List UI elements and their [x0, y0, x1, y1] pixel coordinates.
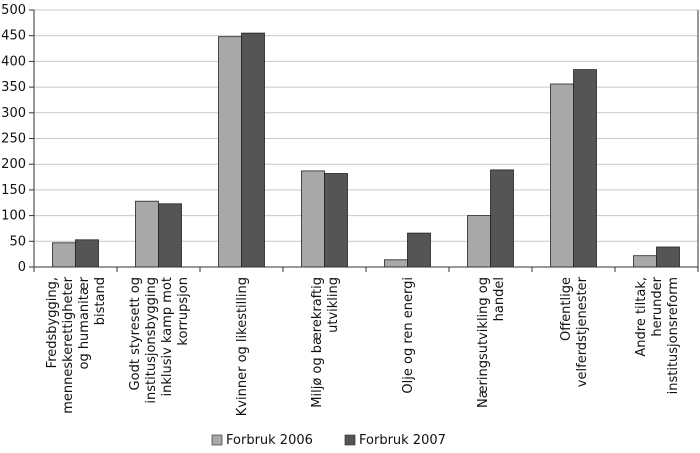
legend-label: Forbruk 2007 [359, 433, 446, 448]
bar-1 [550, 83, 574, 268]
bar-2 [656, 246, 680, 268]
bar-2 [407, 232, 431, 268]
y-tick-label: 350 [1, 80, 26, 95]
x-category-label-line: bistand [93, 277, 108, 325]
legend-swatch [211, 434, 223, 446]
x-category-label-line: Offentlige [559, 277, 574, 341]
x-category-label: Andre tiltak, herunder institusjonsreform [634, 276, 681, 394]
x-category-label: Offentlige velferdstjenester [559, 276, 590, 387]
y-tick-label: 400 [1, 54, 26, 69]
y-tick-label: 50 [9, 234, 26, 249]
legend-swatch [344, 434, 356, 446]
x-category-label-line: institusjonsbygging [144, 277, 159, 404]
bar-2 [158, 203, 182, 268]
x-category-label: Godt styresett og institusjonsbygging inkl… [128, 277, 191, 404]
bar-1 [218, 36, 242, 268]
x-category-label: Fredsbygging, menneskerettigheter og human… [45, 276, 108, 413]
y-tick-label: 250 [1, 132, 26, 147]
x-category-label-line: Andre tiltak, [634, 277, 649, 357]
y-tick-labels: 0 50 100 150 200 250 300 350 400 450 500 [1, 3, 26, 275]
y-tick-label: 200 [1, 157, 26, 172]
x-category-label-line: inklusiv kamp mot [160, 277, 175, 396]
bar-1 [633, 255, 657, 268]
x-category-label-line: herunder [650, 276, 665, 336]
x-category-label: Olje og ren energi [401, 277, 416, 394]
x-category-label-line: utvikling [326, 277, 341, 333]
x-category-label-line: og humanitær [77, 276, 92, 369]
bar-1 [52, 242, 76, 268]
y-tick-label: 0 [18, 260, 26, 275]
bar-2 [324, 173, 348, 268]
x-category-label: Kvinner og likestilling [235, 277, 250, 416]
x-category-label-line: Olje og ren energi [401, 277, 416, 394]
bar-2 [75, 239, 99, 268]
y-tick-label: 500 [1, 3, 26, 18]
x-category-labels: Fredsbygging, menneskerettigheter og human… [45, 276, 681, 416]
y-tick-label: 100 [1, 209, 26, 224]
y-tick-label: 450 [1, 29, 26, 44]
bar-1 [467, 215, 491, 268]
x-category-label: Miljø og bærekraftig utvikling [310, 277, 341, 408]
bar-2 [490, 169, 514, 268]
bar-2 [573, 69, 597, 268]
x-category-label-line: Miljø og bærekraftig [310, 277, 325, 408]
legend: Forbruk 2006 Forbruk 2007 [211, 433, 446, 448]
bars [52, 32, 680, 268]
bar-1 [135, 200, 159, 268]
legend-label: Forbruk 2006 [226, 433, 313, 448]
x-category-label: Næringsutvikling og handel [476, 277, 507, 408]
bar-2 [241, 32, 265, 268]
x-category-label-line: Næringsutvikling og [476, 277, 491, 408]
bar-1 [301, 170, 325, 268]
x-category-label-line: handel [492, 277, 507, 321]
x-category-label-line: korrupsjon [176, 277, 191, 346]
x-category-label-line: Kvinner og likestilling [235, 277, 250, 416]
x-category-label-line: velferdstjenester [575, 276, 590, 387]
x-category-label-line: institusjonsreform [666, 277, 681, 394]
y-tick-label: 150 [1, 183, 26, 198]
axes [29, 9, 699, 272]
bar-1 [384, 259, 408, 268]
grid-lines [34, 9, 698, 242]
y-tick-label: 300 [1, 106, 26, 121]
x-category-label-line: menneskerettigheter [61, 276, 76, 413]
x-category-label-line: Godt styresett og [128, 277, 143, 390]
x-category-label-line: Fredsbygging, [45, 277, 60, 368]
